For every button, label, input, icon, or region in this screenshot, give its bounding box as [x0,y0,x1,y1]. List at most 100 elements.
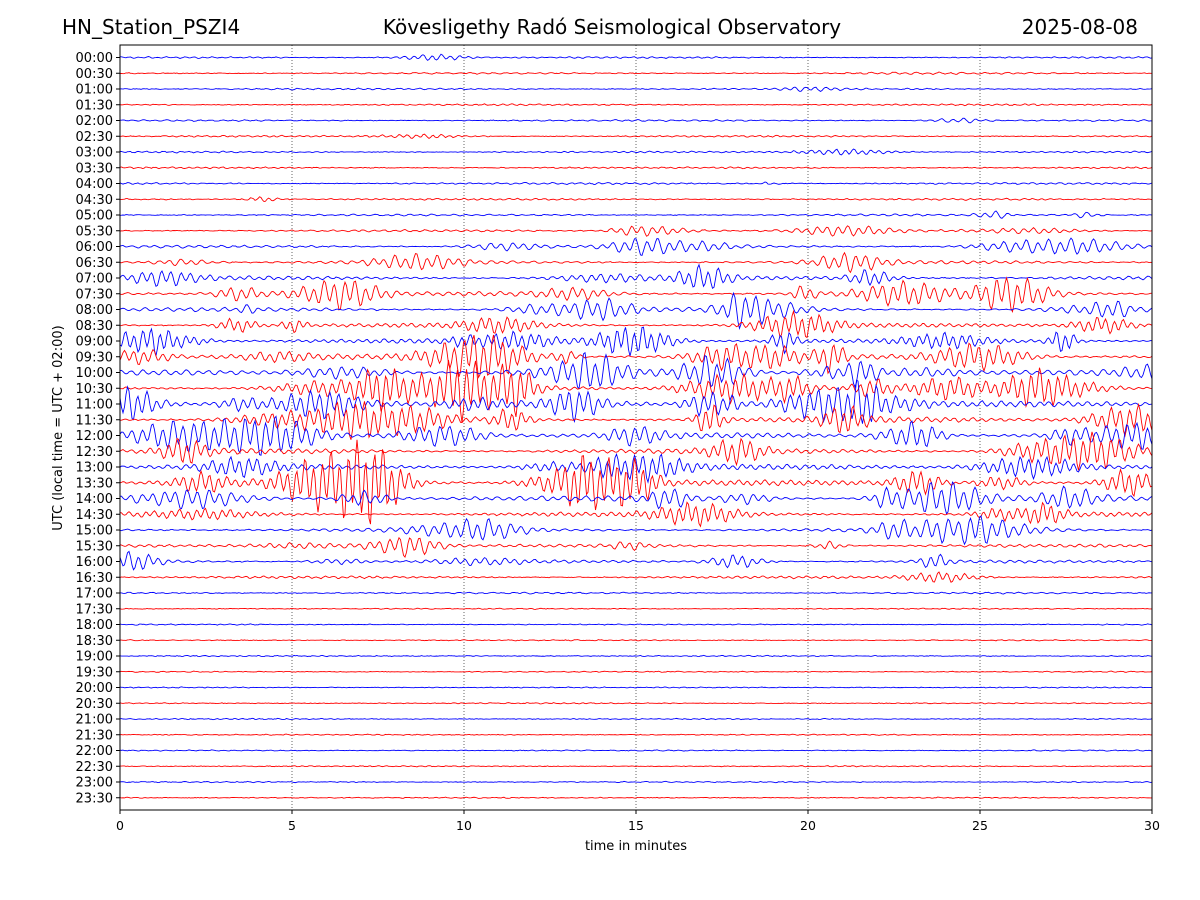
y-tick-label: 13:30 [76,476,113,491]
y-tick-label: 17:30 [76,602,113,617]
trace-2130 [119,733,1153,736]
y-tick-label: 08:00 [76,303,113,318]
trace-0100 [119,86,1153,92]
x-tick-label: 20 [800,818,816,833]
trace-1900 [119,654,1153,658]
y-tick-label: 06:30 [76,256,113,271]
x-tick-label: 5 [288,818,296,833]
trace-1230 [119,431,1153,471]
station-name: HN_Station_PSZI4 [62,15,241,39]
trace-2030 [119,702,1153,705]
y-tick-label: 21:00 [76,713,113,728]
trace-0700 [119,263,1153,290]
y-tick-label: 17:00 [76,587,113,602]
trace-1730 [119,607,1153,610]
x-tick-label: 0 [116,818,124,833]
y-tick-label: 21:30 [76,728,113,743]
y-tick-label: 23:00 [76,776,113,791]
y-tick-label: 16:30 [76,571,113,586]
y-tick-label: 20:00 [76,681,113,696]
y-tick-label: 14:30 [76,508,113,523]
trace-2200 [119,749,1153,752]
trace-0800 [119,291,1153,330]
trace-0430 [119,196,1153,203]
y-tick-label: 03:30 [76,161,113,176]
y-tick-label: 09:00 [76,335,113,350]
trace-0930 [119,334,1153,379]
trace-0000 [119,53,1153,61]
trace-0400 [119,181,1153,186]
y-tick-label: 15:00 [76,524,113,539]
y-tick-label: 11:30 [76,413,113,428]
y-tick-label: 15:30 [76,539,113,554]
trace-1100 [119,379,1153,424]
y-tick-label: 22:00 [76,744,113,759]
y-tick-label: 00:00 [76,51,113,66]
trace-1930 [119,670,1153,673]
y-tick-label: 18:30 [76,634,113,649]
y-tick-label: 19:00 [76,650,113,665]
chart-date: 2025-08-08 [1021,15,1138,39]
trace-1530 [119,536,1153,558]
y-axis-ticks: 00:0000:3001:0001:3002:0002:3003:0003:30… [76,51,120,806]
y-tick-label: 05:30 [76,224,113,239]
trace-0900 [119,326,1153,357]
y-tick-label: 11:00 [76,398,113,413]
y-tick-label: 14:00 [76,492,113,507]
y-tick-label: 09:30 [76,350,113,365]
y-tick-label: 12:30 [76,445,113,460]
y-tick-label: 23:30 [76,791,113,806]
trace-1600 [119,550,1153,571]
y-tick-label: 18:00 [76,618,113,633]
trace-2000 [119,686,1153,689]
trace-2230 [119,765,1153,768]
trace-0330 [119,166,1153,170]
x-axis-ticks: 0 5 10 15 20 25 30 [116,810,1160,833]
y-tick-label: 22:30 [76,760,113,775]
trace-0130 [119,103,1153,107]
trace-1300 [119,452,1153,484]
trace-0600 [119,237,1153,256]
trace-2300 [119,780,1153,784]
y-tick-label: 01:00 [76,83,113,98]
trace-1400 [119,481,1153,515]
x-tick-label: 15 [628,818,644,833]
y-tick-label: 16:00 [76,555,113,570]
y-tick-label: 07:30 [76,287,113,302]
y-tick-label: 20:30 [76,697,113,712]
trace-0730 [119,276,1153,313]
x-tick-label: 25 [972,818,988,833]
y-tick-label: 01:30 [76,98,113,113]
trace-1800 [119,623,1153,626]
trace-1200 [119,415,1153,456]
trace-1130 [119,401,1153,440]
trace-2330 [119,796,1152,799]
trace-1500 [119,515,1153,546]
trace-1700 [119,591,1153,595]
y-tick-label: 10:00 [76,366,113,381]
y-tick-label: 04:00 [76,177,113,192]
y-tick-label: 06:00 [76,240,113,255]
trace-0530 [119,225,1153,237]
y-tick-label: 03:00 [76,146,113,161]
y-tick-label: 13:00 [76,461,113,476]
y-tick-label: 08:30 [76,319,113,334]
y-tick-label: 05:00 [76,209,113,224]
trace-0030 [119,71,1153,76]
y-tick-label: 12:00 [76,429,113,444]
trace-1830 [119,639,1153,642]
x-tick-label: 10 [456,818,472,833]
trace-1030 [119,359,1153,423]
trace-0830 [119,309,1153,339]
trace-0630 [119,251,1153,274]
y-tick-label: 02:30 [76,130,113,145]
trace-1630 [119,571,1153,583]
chart-title: Kövesligethy Radó Seismological Observat… [382,15,842,39]
y-tick-label: 10:30 [76,382,113,397]
trace-0200 [119,117,1153,124]
y-tick-label: 04:30 [76,193,113,208]
trace-0230 [119,133,1153,140]
trace-1000 [119,351,1153,390]
y-tick-label: 19:30 [76,665,113,680]
